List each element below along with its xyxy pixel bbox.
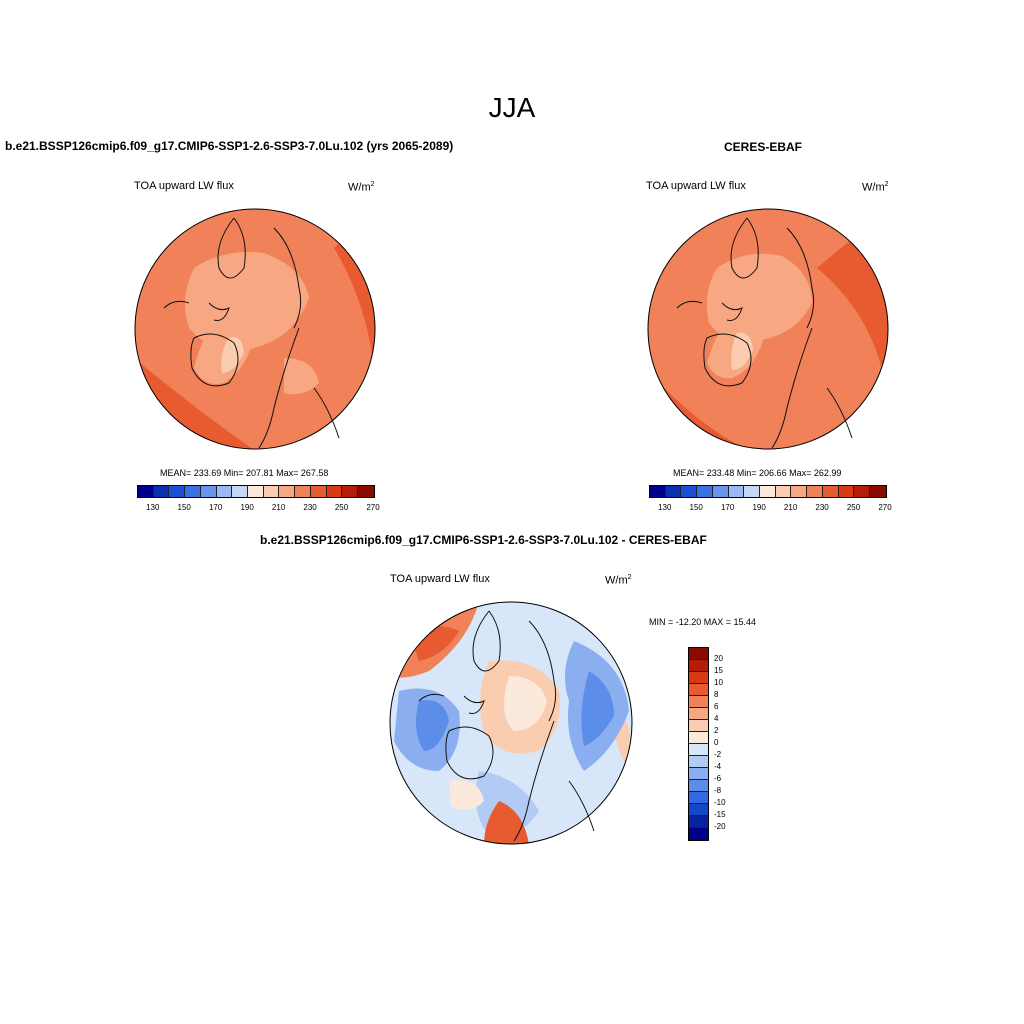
diff-colorbar-tick-label: 4 [714, 714, 719, 723]
diff-colorbar-tick-label: 20 [714, 654, 723, 663]
panel2-stats: MEAN= 233.48 Min= 206.66 Max= 262.99 [673, 468, 842, 478]
diff-variable-label: TOA upward LW flux [390, 573, 490, 585]
panel2-colorbar-swatch [712, 486, 729, 497]
panel1-colorbar-swatch [310, 486, 327, 497]
panel1-colorbar-swatch [232, 486, 249, 497]
diff-colorbar-tick-label: 2 [714, 726, 719, 735]
panel2-colorbar-swatch [791, 486, 808, 497]
diff-colorbar-swatch [689, 732, 708, 744]
panel2-colorbar-tick-label: 210 [783, 503, 798, 512]
diff-colorbar-tick-label: -4 [714, 762, 722, 771]
panel2-colorbar-tick-label: 130 [658, 503, 672, 512]
panel2-colorbar-swatch [838, 486, 855, 497]
panel2-colorbar-swatch [744, 486, 761, 497]
panel1-colorbar-swatch [279, 486, 296, 497]
panel2-colorbar-swatch [775, 486, 792, 497]
panel2-colorbar-swatch [870, 486, 886, 497]
panel2-colorbar-tick-label: 230 [815, 503, 829, 512]
panel2-colorbar-swatch [697, 486, 713, 497]
panel1-colorbar-swatch [200, 486, 217, 497]
panel1-colorbar [137, 485, 375, 498]
panel1-colorbar-swatch [342, 486, 359, 497]
panel2-units: W/m2 [862, 181, 889, 194]
panel2-colorbar-swatch [728, 486, 745, 497]
panel1-colorbar-swatch [216, 486, 233, 497]
diff-colorbar-swatch [689, 780, 708, 792]
panel1-colorbar-tick-label: 190 [240, 503, 254, 512]
panel2-colorbar-swatch [650, 486, 666, 497]
panel1-variable-label: TOA upward LW flux [134, 180, 234, 192]
panel2-colorbar-swatch [665, 486, 682, 497]
diff-polar-map [389, 601, 633, 845]
diff-colorbar-swatch [689, 804, 708, 816]
panel1-colorbar-tick-label: 210 [271, 503, 286, 512]
panel1-polar-map [134, 208, 376, 450]
panel1-colorbar-swatch [138, 486, 154, 497]
diff-colorbar-tick-label: 10 [714, 678, 723, 687]
diff-title: b.e21.BSSP126cmip6.f09_g17.CMIP6-SSP1-2.… [260, 533, 707, 547]
panel1-colorbar-swatch [263, 486, 280, 497]
panel2-case-title: CERES-EBAF [724, 140, 803, 154]
panel1-stats: MEAN= 233.69 Min= 207.81 Max= 267.58 [160, 468, 329, 478]
diff-colorbar-swatch [689, 816, 708, 828]
diff-colorbar-tick-label: -20 [714, 822, 726, 831]
panel2-colorbar-tick-label: 170 [720, 503, 735, 512]
diff-colorbar-swatch [689, 684, 708, 696]
diff-colorbar-tick-label: -10 [714, 798, 726, 807]
panel2-colorbar-swatch [822, 486, 839, 497]
panel2-colorbar-swatch [760, 486, 776, 497]
panel2-colorbar-swatch [681, 486, 698, 497]
panel1-colorbar-swatch [248, 486, 264, 497]
diff-colorbar-tick-label: 15 [714, 666, 723, 675]
diff-colorbar-tick-label: -6 [714, 774, 722, 783]
diff-colorbar-tick-label: 6 [714, 702, 719, 711]
diff-colorbar-swatch [689, 720, 708, 732]
diff-units: W/m2 [605, 574, 632, 587]
panel1-colorbar-tick-label: 270 [366, 503, 380, 512]
panel1-colorbar-tick-label: 250 [334, 503, 349, 512]
panel1-colorbar-tick-label: 130 [146, 503, 160, 512]
diff-colorbar-swatch [689, 744, 708, 756]
diff-colorbar-swatch [689, 648, 708, 660]
panel1-colorbar-swatch [358, 486, 374, 497]
panel2-colorbar-tick-label: 190 [752, 503, 766, 512]
diff-colorbar-swatch [689, 768, 708, 780]
diff-colorbar-tick-label: -8 [714, 786, 722, 795]
panel1-colorbar-tick-label: 150 [177, 503, 191, 512]
panel1-colorbar-swatch [326, 486, 343, 497]
panel1-colorbar-swatch [153, 486, 170, 497]
diff-colorbar-swatch [689, 792, 708, 804]
diff-colorbar-tick-label: -15 [714, 810, 726, 819]
diff-colorbar-tick-label: 8 [714, 690, 719, 699]
panel1-colorbar-swatch [295, 486, 311, 497]
panel2-colorbar-swatch [807, 486, 823, 497]
diff-colorbar-swatch [689, 828, 708, 840]
panel2-colorbar-tick-label: 250 [846, 503, 861, 512]
diff-colorbar-tick-label: 0 [714, 738, 719, 747]
diff-minmax: MIN = -12.20 MAX = 15.44 [649, 617, 757, 627]
diff-colorbar-tick-label: -2 [714, 750, 722, 759]
panel2-variable-label: TOA upward LW flux [646, 180, 746, 192]
panel2-colorbar [649, 485, 887, 498]
diff-colorbar [688, 647, 709, 841]
diff-colorbar-swatch [689, 696, 708, 708]
diff-colorbar-swatch [689, 756, 708, 768]
panel1-colorbar-swatch [169, 486, 186, 497]
panel2-colorbar-tick-label: 270 [878, 503, 892, 512]
panel1-colorbar-tick-label: 230 [303, 503, 317, 512]
season-title: JJA [488, 92, 536, 123]
diff-colorbar-swatch [689, 708, 708, 720]
panel1-colorbar-tick-label: 170 [208, 503, 223, 512]
panel2-polar-map [647, 208, 889, 450]
panel2-colorbar-tick-label: 150 [689, 503, 703, 512]
panel1-colorbar-swatch [185, 486, 201, 497]
panel2-colorbar-swatch [854, 486, 871, 497]
diff-colorbar-swatch [689, 672, 708, 684]
panel1-units: W/m2 [348, 181, 375, 194]
panel1-case-title: b.e21.BSSP126cmip6.f09_g17.CMIP6-SSP1-2.… [5, 139, 454, 153]
diff-colorbar-swatch [689, 660, 708, 672]
